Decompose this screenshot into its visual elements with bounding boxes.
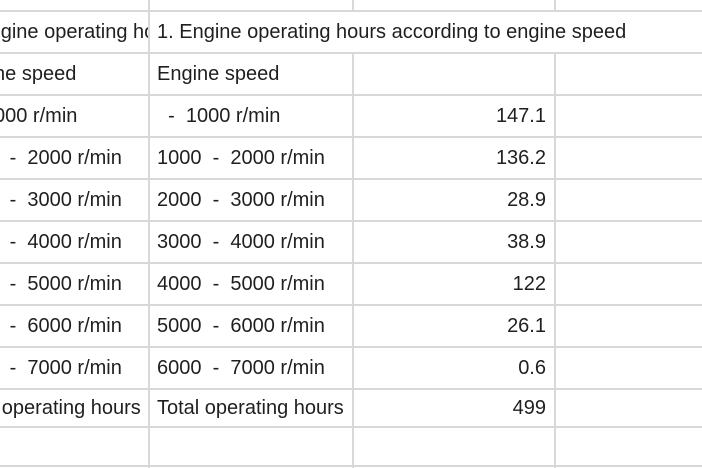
cell-partial-bottom-b[interactable] xyxy=(148,465,352,468)
row-label: 4000 - 5000 r/min xyxy=(157,272,325,295)
label-cell[interactable]: 3000 - 4000 r/min xyxy=(148,220,352,262)
label-cell[interactable]: - 1000 r/min xyxy=(148,94,352,136)
empty-cell[interactable] xyxy=(554,178,702,220)
header-cell[interactable]: Engine speed xyxy=(148,52,352,94)
row-label: - 1000 r/min xyxy=(157,104,281,127)
row-label-clipped: 3000 - 4000 r/min xyxy=(9,230,122,253)
empty-cell[interactable] xyxy=(554,426,702,465)
empty-cell[interactable] xyxy=(352,52,554,94)
cell-partial-top-d[interactable] xyxy=(554,0,702,10)
label-cell-clipped[interactable]: 3000 - 4000 r/min xyxy=(0,220,148,262)
empty-cell[interactable] xyxy=(554,136,702,178)
empty-cell[interactable] xyxy=(352,10,554,52)
row-label: 5000 - 6000 r/min xyxy=(157,314,325,337)
row-value: 38.9 xyxy=(507,230,546,253)
empty-cell[interactable] xyxy=(352,426,554,465)
empty-cell[interactable] xyxy=(554,346,702,388)
label-cell-clipped[interactable]: - 1000 r/min xyxy=(0,94,148,136)
label-cell[interactable]: 6000 - 7000 r/min xyxy=(148,346,352,388)
value-cell[interactable]: 0.6 xyxy=(352,346,554,388)
value-cell[interactable]: 136.2 xyxy=(352,136,554,178)
row-value: 147.1 xyxy=(495,104,546,127)
total-label-cell-clipped[interactable]: Total operating hours xyxy=(0,388,148,426)
cell-partial-bottom-c[interactable] xyxy=(352,465,554,468)
label-cell-clipped[interactable]: 4000 - 5000 r/min xyxy=(0,262,148,304)
row-value: 136.2 xyxy=(495,146,546,169)
total-value-cell[interactable]: 499 xyxy=(352,388,554,426)
empty-cell[interactable] xyxy=(554,304,702,346)
title-cell[interactable]: 1. Engine operating hours according to e… xyxy=(148,10,626,52)
row-label-clipped: - 1000 r/min xyxy=(0,104,78,127)
label-cell[interactable]: 1000 - 2000 r/min xyxy=(148,136,352,178)
row-label-clipped: 4000 - 5000 r/min xyxy=(9,272,122,295)
total-label-clipped: Total operating hours xyxy=(1,396,141,419)
row-label-clipped: 6000 - 7000 r/min xyxy=(9,356,122,379)
row-value: 122 xyxy=(512,272,546,295)
label-cell[interactable]: 2000 - 3000 r/min xyxy=(148,178,352,220)
row-value: 28.9 xyxy=(507,188,546,211)
cell-partial-top-b[interactable] xyxy=(148,0,352,10)
value-cell[interactable]: 147.1 xyxy=(352,94,554,136)
total-label-cell[interactable]: Total operating hours xyxy=(148,388,352,426)
row-label: 1000 - 2000 r/min xyxy=(157,146,325,169)
value-cell[interactable]: 26.1 xyxy=(352,304,554,346)
empty-cell[interactable] xyxy=(148,426,352,465)
cell-partial-bottom-a[interactable] xyxy=(0,465,148,468)
total-label: Total operating hours xyxy=(157,396,344,419)
label-cell[interactable]: 4000 - 5000 r/min xyxy=(148,262,352,304)
empty-cell[interactable] xyxy=(554,10,702,52)
cell-partial-bottom-d[interactable] xyxy=(554,465,702,468)
title-text-clipped: 1. Engine operating hours according to e… xyxy=(0,20,148,43)
empty-cell[interactable] xyxy=(554,388,702,426)
header-text: Engine speed xyxy=(157,62,280,85)
label-cell-clipped[interactable]: 1000 - 2000 r/min xyxy=(0,136,148,178)
empty-cell[interactable] xyxy=(554,94,702,136)
total-value: 499 xyxy=(512,396,546,419)
cell-partial-top-c[interactable] xyxy=(352,0,554,10)
cell-partial-top-a[interactable] xyxy=(0,0,148,10)
header-text-clipped: Engine speed xyxy=(0,62,77,85)
row-label-clipped: 2000 - 3000 r/min xyxy=(9,188,122,211)
row-label-clipped: 5000 - 6000 r/min xyxy=(9,314,122,337)
row-label: 6000 - 7000 r/min xyxy=(157,356,325,379)
row-value: 0.6 xyxy=(518,356,546,379)
empty-cell[interactable] xyxy=(0,426,148,465)
empty-cell[interactable] xyxy=(554,220,702,262)
header-cell-clipped[interactable]: Engine speed xyxy=(0,52,148,94)
row-value: 26.1 xyxy=(507,314,546,337)
row-label-clipped: 1000 - 2000 r/min xyxy=(9,146,122,169)
row-label: 2000 - 3000 r/min xyxy=(157,188,325,211)
empty-cell[interactable] xyxy=(554,52,702,94)
label-cell-clipped[interactable]: 6000 - 7000 r/min xyxy=(0,346,148,388)
empty-cell[interactable] xyxy=(554,262,702,304)
row-label: 3000 - 4000 r/min xyxy=(157,230,325,253)
value-cell[interactable]: 28.9 xyxy=(352,178,554,220)
label-cell-clipped[interactable]: 2000 - 3000 r/min xyxy=(0,178,148,220)
title-cell-clipped[interactable]: 1. Engine operating hours according to e… xyxy=(0,10,148,52)
title-text: 1. Engine operating hours according to e… xyxy=(157,20,627,43)
value-cell[interactable]: 122 xyxy=(352,262,554,304)
label-cell[interactable]: 5000 - 6000 r/min xyxy=(148,304,352,346)
label-cell-clipped[interactable]: 5000 - 6000 r/min xyxy=(0,304,148,346)
value-cell[interactable]: 38.9 xyxy=(352,220,554,262)
